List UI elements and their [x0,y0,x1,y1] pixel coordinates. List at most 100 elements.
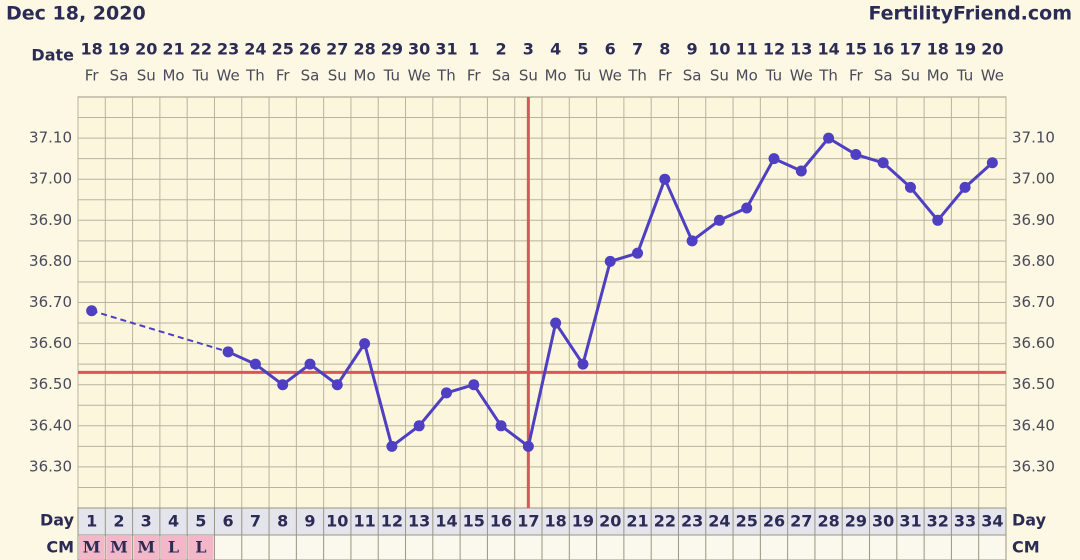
date-label: 9 [687,40,698,59]
y-tick-label: 36.40 [29,416,72,434]
weekday-label: Th [818,67,838,85]
temperature-point [304,358,316,370]
date-label: 19 [108,40,130,59]
weekday-label: Mo [736,67,758,85]
day-number: 5 [195,512,206,531]
temperature-point [495,420,507,432]
cm-value: L [195,538,206,557]
weekday-label: Su [328,67,347,85]
day-number: 8 [277,512,288,531]
date-label: 17 [899,40,921,59]
temperature-point [850,149,862,161]
date-label: 24 [244,40,266,59]
day-label: Day [1012,511,1047,530]
date-label: 4 [550,40,561,59]
day-number: 28 [817,512,839,531]
cm-label: CM [1012,538,1040,557]
temperature-point [604,255,616,267]
date-label: 5 [577,40,588,59]
date-label: 19 [954,40,976,59]
temperature-point [932,214,944,226]
y-tick-label: 37.10 [1012,129,1055,147]
weekday-label: Th [627,67,647,85]
date-label: 14 [817,40,839,59]
date-label: 8 [659,40,670,59]
weekday-label: Su [519,67,538,85]
day-number: 34 [981,512,1003,531]
weekday-label: We [408,67,431,85]
day-number: 17 [517,512,539,531]
temperature-point [741,202,753,214]
weekday-label: We [981,67,1004,85]
weekday-label: Fr [849,67,864,85]
date-label: 18 [927,40,949,59]
date-label: 13 [790,40,812,59]
y-tick-label: 36.70 [29,293,72,311]
day-number: 4 [168,512,179,531]
y-tick-label: 36.50 [29,375,72,393]
temperature-point [877,157,889,169]
day-number: 31 [899,512,921,531]
date-label: 2 [495,40,506,59]
day-number: 19 [572,512,594,531]
weekday-label: Su [710,67,729,85]
y-tick-label: 36.80 [29,252,72,270]
date-label: 3 [523,40,534,59]
date-label: 6 [605,40,616,59]
y-tick-label: 36.90 [29,211,72,229]
day-number: 26 [763,512,785,531]
cm-cell [188,536,214,559]
weekday-label: Sa [683,67,702,85]
day-number: 9 [304,512,315,531]
date-label: 11 [736,40,758,59]
weekday-label: We [217,67,240,85]
cm-cell [160,536,187,559]
weekday-label: Fr [85,67,100,85]
date-label: Date [31,46,74,65]
y-tick-label: 37.00 [1012,170,1055,188]
date-label: 31 [435,40,457,59]
temperature-point [359,338,371,350]
weekday-label: We [599,67,622,85]
weekday-label: Mo [162,67,184,85]
day-number: 29 [845,512,867,531]
day-number: 10 [326,512,348,531]
temperature-point [413,420,425,432]
date-label: 10 [708,40,730,59]
day-number: 13 [408,512,430,531]
day-number: 24 [708,512,730,531]
weekday-label: Sa [301,67,320,85]
temperature-point [959,181,971,193]
day-number: 3 [141,512,152,531]
day-number: 22 [654,512,676,531]
chart-title: Dec 18, 2020 [6,3,146,25]
weekday-label: Tu [765,67,782,85]
day-number: 16 [490,512,512,531]
weekday-label: Sa [874,67,893,85]
temperature-point [659,173,671,185]
day-number: 30 [872,512,894,531]
date-label: 26 [299,40,321,59]
date-label: 7 [632,40,643,59]
temperature-point [222,346,234,358]
weekday-label: Tu [383,67,400,85]
weekday-label: Sa [110,67,129,85]
day-number: 33 [954,512,976,531]
day-number: 11 [353,512,375,531]
date-label: 16 [872,40,894,59]
day-number: 32 [927,512,949,531]
weekday-label: Fr [276,67,291,85]
temperature-point [331,379,343,391]
date-label: 30 [408,40,430,59]
temperature-point [86,305,98,317]
y-tick-label: 36.90 [1012,211,1055,229]
weekday-label: Fr [658,67,673,85]
date-label: 25 [272,40,294,59]
temperature-point [904,181,916,193]
day-number: 18 [545,512,567,531]
temperature-point [986,157,998,169]
temperature-point [577,358,589,370]
date-label: 12 [763,40,785,59]
